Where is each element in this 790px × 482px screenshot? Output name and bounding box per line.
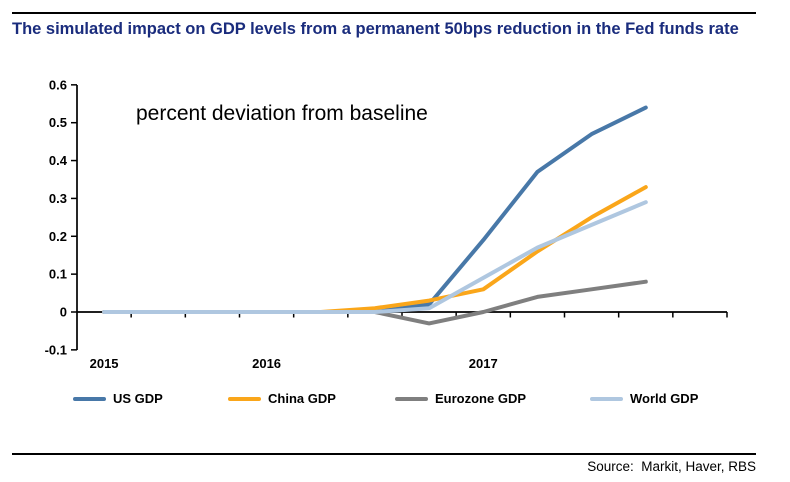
- legend-item-world-gdp: World GDP: [590, 391, 698, 406]
- series-line-world-gdp: [102, 200, 648, 314]
- top-divider: [12, 12, 756, 14]
- legend-swatch-world-gdp: [590, 396, 623, 401]
- legend-label-us-gdp: US GDP: [113, 391, 163, 406]
- y-tick-label: 0.3: [49, 191, 67, 206]
- legend-label-china-gdp: China GDP: [268, 391, 336, 406]
- y-tick-label: 0.4: [49, 153, 68, 168]
- legend-swatch-eurozone-gdp: [395, 396, 428, 401]
- legend-item-china-gdp: China GDP: [228, 391, 336, 406]
- source-note: Source: Markit, Haver, RBS: [587, 459, 756, 474]
- series-line-us-gdp: [102, 105, 648, 314]
- legend-label-world-gdp: World GDP: [630, 391, 699, 406]
- y-tick-label: 0: [60, 305, 67, 320]
- chart-annotation: percent deviation from baseline: [136, 102, 428, 125]
- y-tick-label: 0.1: [49, 267, 67, 282]
- y-tick-label: 0.5: [49, 115, 67, 130]
- legend-swatch-us-gdp: [73, 396, 106, 401]
- y-tick-label: -0.1: [45, 342, 67, 357]
- legend-label-eurozone-gdp: Eurozone GDP: [435, 391, 527, 406]
- bottom-divider: [12, 453, 756, 455]
- y-tick-label: 0.6: [49, 77, 67, 92]
- chart-title: The simulated impact on GDP levels from …: [12, 20, 739, 38]
- x-tick-label: 2016: [252, 356, 281, 371]
- x-tick-label: 2017: [469, 356, 498, 371]
- legend-swatch-china-gdp: [228, 396, 261, 401]
- x-tick-label: 2015: [90, 356, 119, 371]
- chart-legend: US GDP China GDP Eurozone GDP World GDP: [0, 391, 790, 413]
- legend-item-eurozone-gdp: Eurozone GDP: [395, 391, 526, 406]
- y-tick-label: 0.2: [49, 229, 67, 244]
- legend-item-us-gdp: US GDP: [73, 391, 163, 406]
